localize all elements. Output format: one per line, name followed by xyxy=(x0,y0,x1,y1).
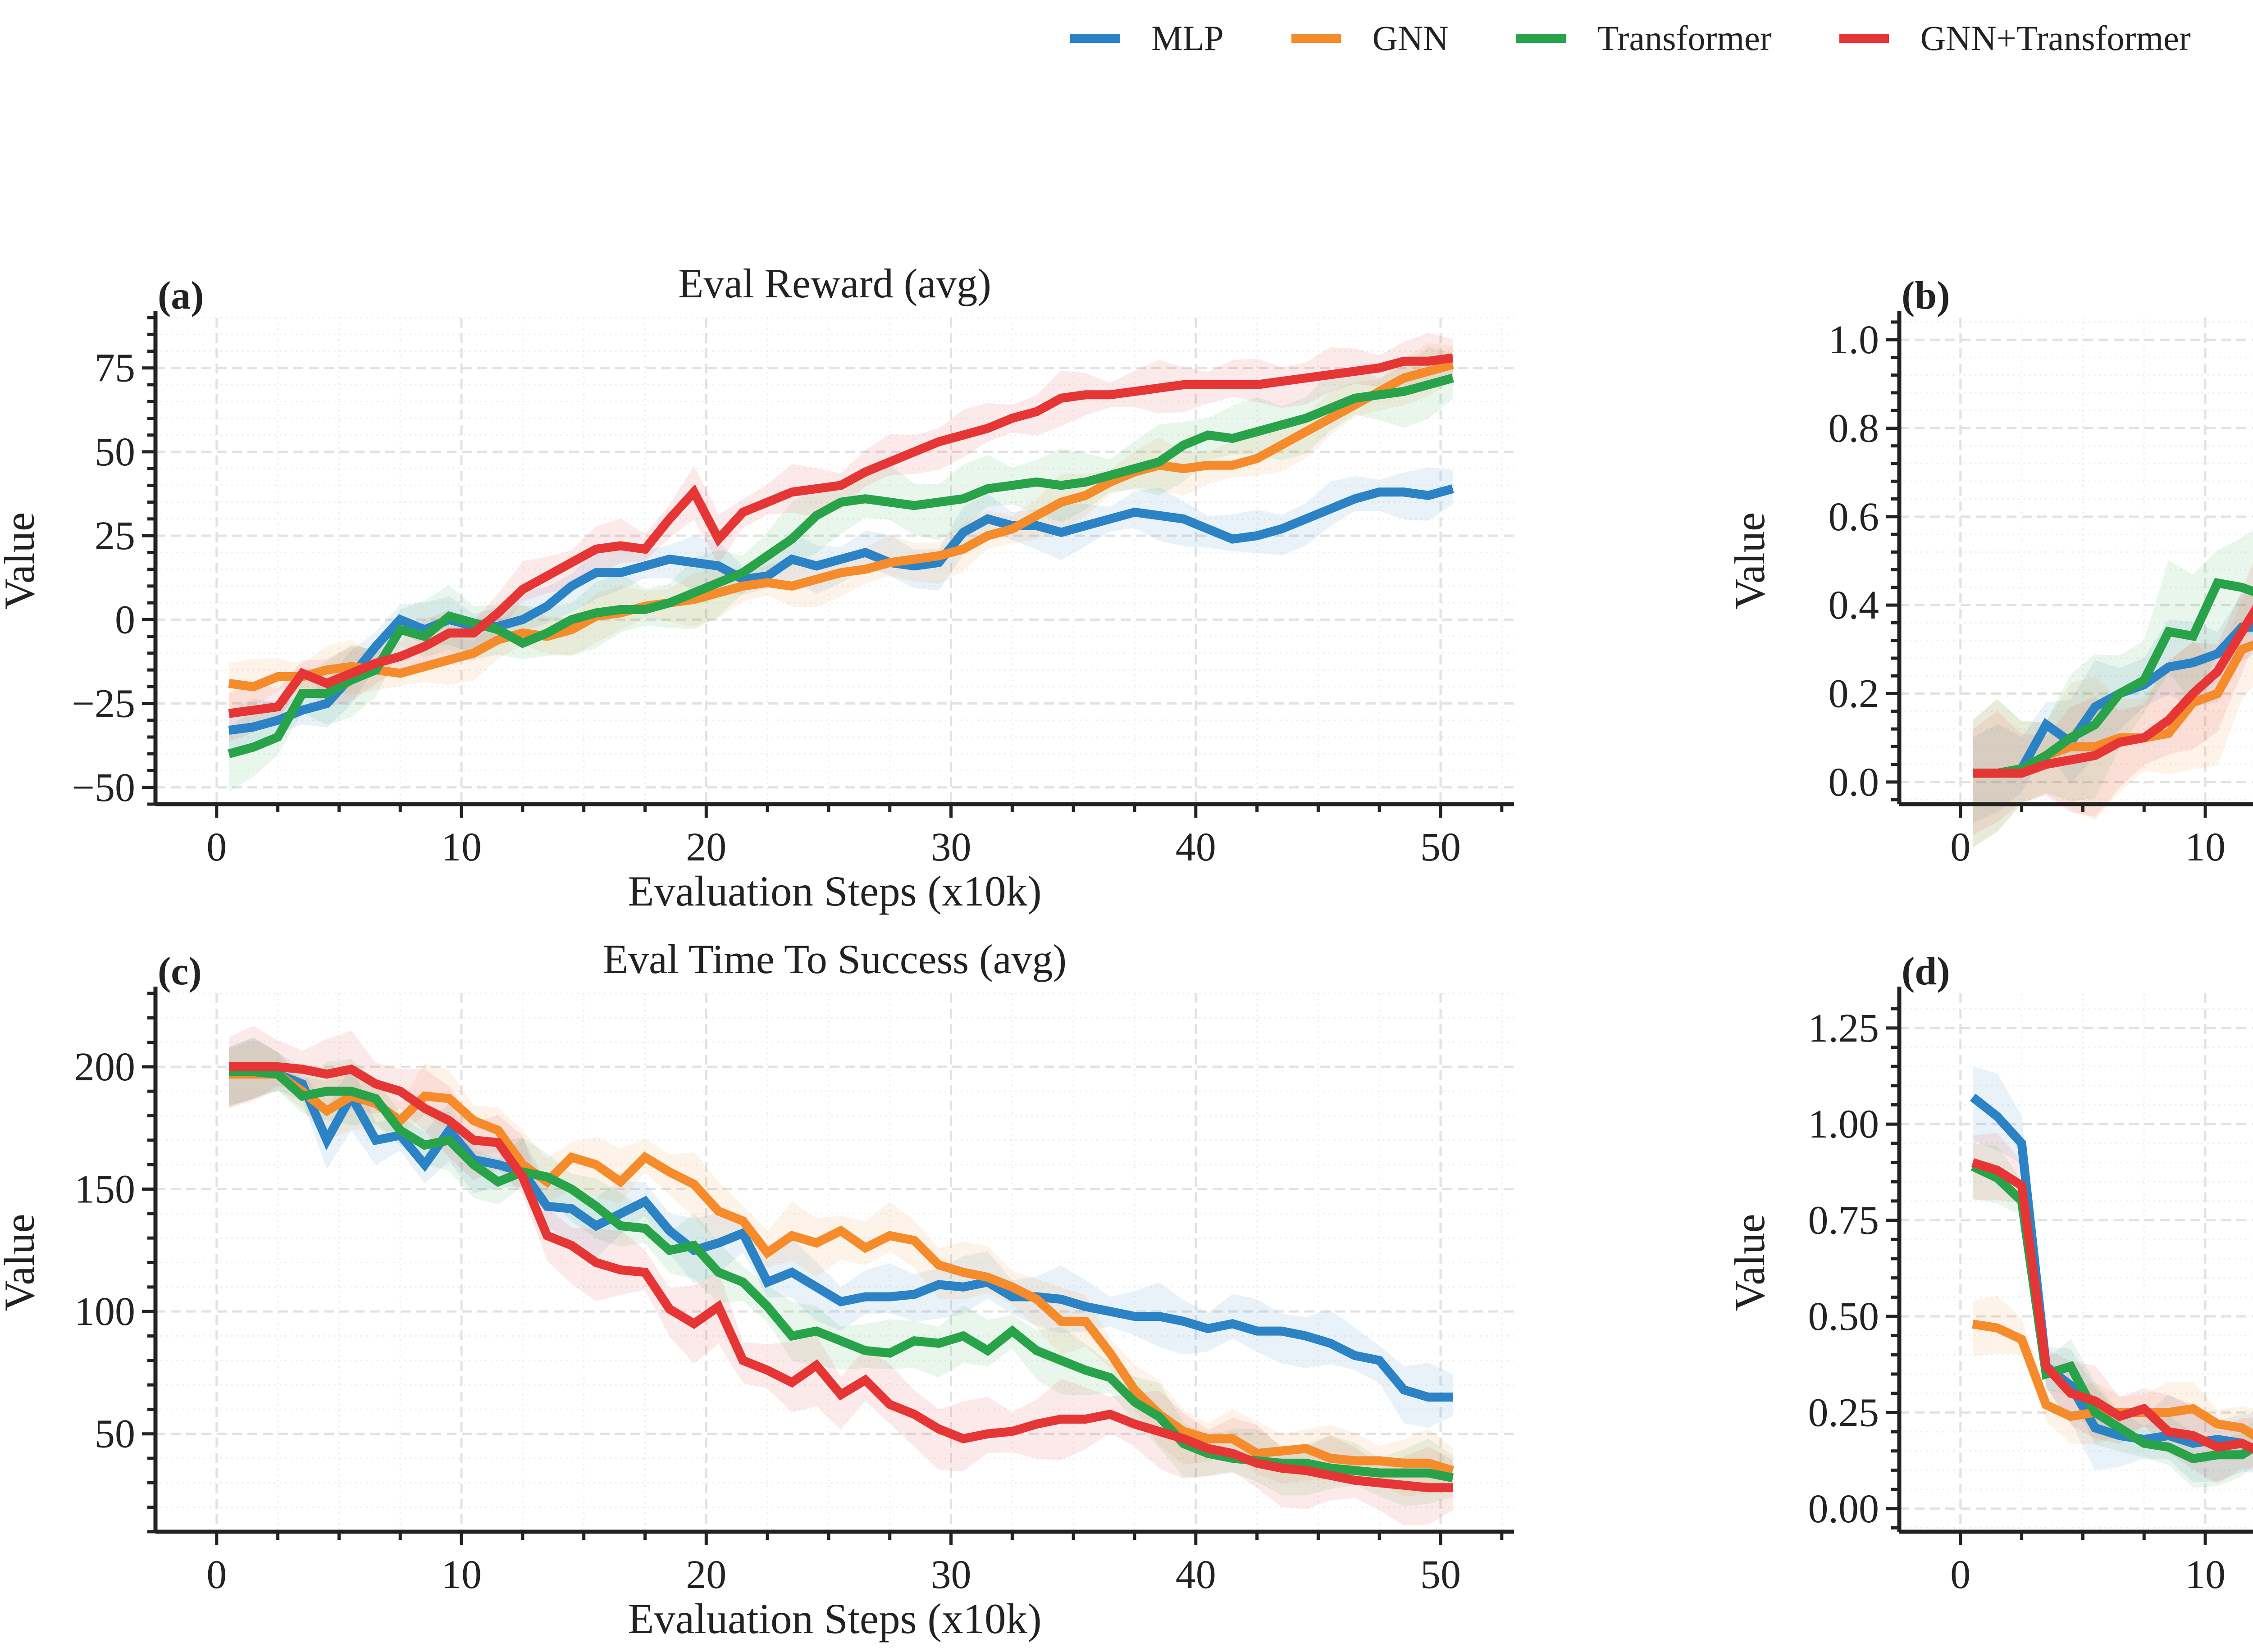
x-tick-label: 20 xyxy=(686,1552,726,1597)
confidence-band-gnn xyxy=(229,343,1453,712)
y-axis-label: Value xyxy=(1726,512,1774,610)
y-tick-label: 150 xyxy=(74,1167,135,1212)
legend-swatch-gnn xyxy=(1291,34,1341,43)
series-line-transformer xyxy=(1970,1162,2253,1464)
series-line-gnn xyxy=(229,1069,1455,1475)
y-tick-label: 200 xyxy=(74,1045,135,1089)
y-tick-label: 0.2 xyxy=(1829,672,1879,716)
legend-item-gnn: GNN xyxy=(1291,18,1449,59)
series-line-transformer xyxy=(228,373,1454,758)
panel-eval-time-to-success-avg: 0 10 20 30 40 50 50 100 150 200 Eval Time To Succe… xyxy=(0,936,1514,1643)
x-tick-label: 40 xyxy=(1176,1552,1216,1597)
x-tick-label: 10 xyxy=(441,825,482,869)
confidence-band-transformer xyxy=(229,347,1453,792)
series-line-mlp xyxy=(1973,623,2253,778)
y-tick-label: 75 xyxy=(95,346,135,391)
legend-swatch-gnn-transformer xyxy=(1839,34,1889,43)
confidence-band-gnn xyxy=(1973,1296,2253,1456)
series-line-gnn xyxy=(228,360,1454,692)
x-tick-label: 30 xyxy=(931,825,971,869)
x-axis-label: Evaluation Steps (x10k) xyxy=(628,867,1041,915)
legend-swatch-mlp xyxy=(1070,34,1120,43)
legend-label-transformer: Transformer xyxy=(1597,18,1772,58)
y-tick-label: 0.8 xyxy=(1829,406,1879,451)
x-tick-label: 50 xyxy=(1420,1552,1461,1597)
legend-swatch-transformer xyxy=(1516,34,1566,43)
series-line-gnn-transformer xyxy=(229,1062,1453,1493)
series-line-gnn xyxy=(1972,1320,2253,1440)
confidence-band-mlp xyxy=(229,1038,1453,1428)
x-tick-label: 0 xyxy=(1950,1552,1970,1597)
y-tick-label: −25 xyxy=(72,682,135,726)
y-tick-label: 50 xyxy=(95,430,135,474)
x-tick-label: 10 xyxy=(441,1552,482,1597)
legend-item-transformer: Transformer xyxy=(1516,18,1772,59)
legend-item-gnn-transformer: GNN+Transformer xyxy=(1839,18,2191,59)
figure-legend: MLP GNN Transformer GNN+Transformer xyxy=(0,9,2253,68)
series-line-gnn-transformer xyxy=(1971,1158,2253,1454)
x-tick-label: 10 xyxy=(2185,1552,2226,1597)
y-tick-label: 25 xyxy=(95,514,135,558)
x-tick-label: 20 xyxy=(686,825,726,869)
panel-label: (d) xyxy=(1902,950,1950,993)
confidence-band-gnn xyxy=(1973,584,2253,848)
x-tick-label: 0 xyxy=(1950,825,1970,869)
legend-item-mlp: MLP xyxy=(1070,18,1224,59)
y-tick-label: 1.0 xyxy=(1829,318,1879,362)
chart-title: Eval Reward (avg) xyxy=(678,260,991,306)
panel-eval-reward-avg: 0 10 20 30 40 50 −50 −25 0 25 50 75 Eval Reward (avg… xyxy=(0,260,1514,915)
x-tick-label: 0 xyxy=(206,825,227,869)
confidence-band-mlp xyxy=(229,467,1453,759)
panel-eval-min-distance-avg: 010203040500.000.250.500.751.001.25Eval … xyxy=(1726,950,2253,1597)
chart-title: Eval Time To Success (avg) xyxy=(603,936,1067,982)
y-tick-label: 0.25 xyxy=(1808,1390,1879,1435)
y-tick-label: 0.0 xyxy=(1829,760,1879,805)
x-tick-label: 10 xyxy=(2185,825,2226,869)
y-axis-label: Value xyxy=(1726,1214,1774,1311)
y-tick-label: 100 xyxy=(74,1289,135,1334)
x-tick-label: 50 xyxy=(1420,825,1461,869)
panel-label: (b) xyxy=(1902,274,1950,318)
series-line-mlp xyxy=(229,1067,1453,1402)
x-tick-label: 0 xyxy=(206,1552,227,1597)
y-tick-label: 0 xyxy=(115,597,135,642)
y-axis-label: Value xyxy=(0,512,43,610)
series-line-transformer xyxy=(1973,578,2253,778)
legend-label-gnn-transformer: GNN+Transformer xyxy=(1920,18,2191,58)
confidence-band-gnn xyxy=(229,1040,1453,1497)
x-tick-label: 30 xyxy=(931,1552,971,1597)
y-tick-label: 50 xyxy=(95,1412,135,1456)
series-line-mlp xyxy=(1970,1093,2253,1454)
y-tick-label: 0.4 xyxy=(1829,583,1879,628)
confidence-band-transformer xyxy=(229,1038,1453,1506)
y-tick-label: 0.00 xyxy=(1808,1487,1879,1531)
series-line-gnn-transformer xyxy=(1973,605,2253,778)
y-tick-label: 1.00 xyxy=(1808,1102,1879,1147)
y-tick-label: 1.25 xyxy=(1808,1006,1879,1051)
series-line-gnn xyxy=(1973,640,2253,778)
y-tick-label: −50 xyxy=(72,765,135,810)
panel-label: (c) xyxy=(158,950,202,993)
y-tick-label: 0.6 xyxy=(1829,495,1879,539)
y-tick-label: 0.75 xyxy=(1808,1198,1879,1243)
legend-label-gnn: GNN xyxy=(1372,18,1449,58)
x-tick-label: 40 xyxy=(1176,825,1216,869)
x-axis-label: Evaluation Steps (x10k) xyxy=(628,1595,1041,1643)
series-line-gnn-transformer xyxy=(228,353,1454,718)
y-axis-label: Value xyxy=(0,1214,43,1311)
panel-label: (a) xyxy=(158,274,204,318)
y-tick-label: 0.50 xyxy=(1808,1294,1879,1339)
legend-label-mlp: MLP xyxy=(1151,18,1224,58)
